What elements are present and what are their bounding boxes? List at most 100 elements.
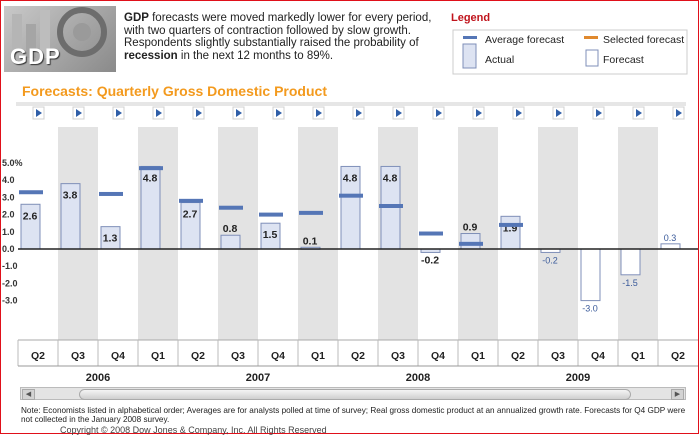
data-label: 4.8 — [143, 172, 158, 184]
quarter-label: Q3 — [391, 350, 405, 362]
play-icon[interactable] — [32, 106, 45, 120]
play-icon[interactable] — [512, 106, 525, 120]
data-label: 0.9 — [463, 222, 478, 234]
column-shade — [218, 127, 258, 340]
play-icon[interactable] — [112, 106, 125, 120]
quarter-label: Q1 — [631, 350, 645, 362]
gear-icon — [12, 7, 107, 58]
quarter-label: Q1 — [471, 350, 485, 362]
legend-forecast-label: Forecast — [603, 54, 644, 66]
forecast-bar — [620, 248, 641, 276]
legend-average-label: Average forecast — [485, 34, 565, 46]
header-description: GDP forecasts were moved markedly lower … — [124, 12, 436, 62]
footnote: Note: Economists listed in alphabetical … — [21, 406, 686, 424]
header-text-part1: forecasts were moved markedly lower for … — [124, 12, 432, 49]
forecast-bar — [660, 243, 681, 250]
quarter-label: Q3 — [551, 350, 565, 362]
actual-bar — [220, 234, 241, 250]
average-forecast-marker — [219, 205, 243, 210]
quarter-label: Q3 — [71, 350, 85, 362]
scroll-thumb[interactable] — [79, 389, 631, 400]
play-icon[interactable] — [312, 106, 325, 120]
data-label: 2.6 — [23, 210, 38, 222]
chart-scrollbar[interactable]: ◀ ▶ — [20, 387, 686, 400]
legend-selected-swatch — [584, 36, 598, 39]
quarter-label: Q2 — [191, 350, 205, 362]
play-icon[interactable] — [232, 106, 245, 120]
data-label: 4.8 — [343, 172, 358, 184]
play-icon[interactable] — [352, 106, 365, 120]
average-forecast-marker — [99, 191, 123, 196]
play-icon[interactable] — [432, 106, 445, 120]
play-icon[interactable] — [272, 106, 285, 120]
quarter-label: Q3 — [231, 350, 245, 362]
legend-actual-swatch — [462, 43, 477, 69]
legend-forecast-swatch — [585, 49, 599, 67]
average-forecast-marker — [499, 222, 523, 227]
quarter-label: Q4 — [431, 350, 445, 362]
title-separator — [16, 102, 686, 106]
average-forecast-marker — [339, 193, 363, 198]
play-icon[interactable] — [72, 106, 85, 120]
data-label: 3.8 — [63, 190, 78, 202]
data-label: -0.2 — [421, 254, 439, 266]
scroll-right-arrow[interactable]: ▶ — [671, 389, 684, 400]
year-label: 2008 — [406, 372, 430, 384]
play-icon[interactable] — [552, 106, 565, 120]
y-tick-label: -2.0 — [2, 278, 18, 288]
average-forecast-marker — [259, 212, 283, 217]
y-tick-label: 4.0 — [2, 175, 15, 185]
year-label: 2007 — [246, 372, 270, 384]
quarter-label: Q4 — [591, 350, 605, 362]
logo-text: GDP — [10, 44, 61, 69]
legend-swatches — [452, 29, 688, 75]
gdp-chart: 5.0% 4.0 3.0 2.0 1.0 0.0 -1.0 -2.0 -3.0 2.6 3.8 1.3… — [2, 106, 698, 384]
header-text-part2: in the next 12 months to 89%. — [177, 49, 334, 62]
actual-bar — [460, 233, 481, 250]
play-icon[interactable] — [472, 106, 485, 120]
average-forecast-marker — [459, 241, 483, 246]
column-shade — [538, 127, 578, 340]
y-tick-label: -1.0 — [2, 261, 18, 271]
quarter-label: Q2 — [31, 350, 45, 362]
scroll-left-arrow[interactable]: ◀ — [22, 389, 35, 400]
play-icon[interactable] — [632, 106, 645, 120]
data-label: 2.7 — [183, 209, 198, 221]
year-label: 2009 — [566, 372, 590, 384]
column-shade — [618, 127, 658, 340]
data-label: 0.8 — [223, 223, 238, 235]
header-bold-recession: recession — [124, 49, 178, 62]
data-label: 0.1 — [303, 235, 318, 247]
quarter-label: Q2 — [511, 350, 525, 362]
play-icon[interactable] — [672, 106, 685, 120]
gdp-logo: GDP — [4, 6, 116, 72]
quarter-label: Q1 — [151, 350, 165, 362]
legend-average-swatch — [463, 36, 477, 39]
legend-selected-label: Selected forecast — [603, 34, 685, 46]
data-label: -3.0 — [582, 304, 598, 314]
legend: Legend Average forecast Selected forecas… — [451, 12, 691, 75]
data-label: 0.3 — [664, 233, 677, 243]
y-tick-label: 1.0 — [2, 227, 15, 237]
year-label: 2006 — [86, 372, 110, 384]
play-icon[interactable] — [392, 106, 405, 120]
y-tick-label: 5.0% — [2, 158, 23, 168]
average-forecast-marker — [419, 231, 443, 236]
average-forecast-marker — [19, 190, 43, 195]
data-label: -1.5 — [622, 278, 638, 288]
quarter-label: Q2 — [671, 350, 685, 362]
average-forecast-marker — [139, 166, 163, 171]
play-icon[interactable] — [192, 106, 205, 120]
quarter-label: Q2 — [351, 350, 365, 362]
y-tick-label: 0.0 — [2, 244, 15, 254]
play-icon[interactable] — [152, 106, 165, 120]
copyright: Copyright © 2008 Dow Jones & Company, In… — [60, 425, 327, 435]
average-forecast-marker — [179, 198, 203, 203]
data-label: 1.3 — [103, 233, 118, 245]
data-label: 4.8 — [383, 172, 398, 184]
quarter-label: Q4 — [111, 350, 125, 362]
y-tick-label: 3.0 — [2, 192, 15, 202]
play-icon[interactable] — [592, 106, 605, 120]
quarter-label: Q1 — [311, 350, 325, 362]
legend-title: Legend — [451, 12, 491, 24]
